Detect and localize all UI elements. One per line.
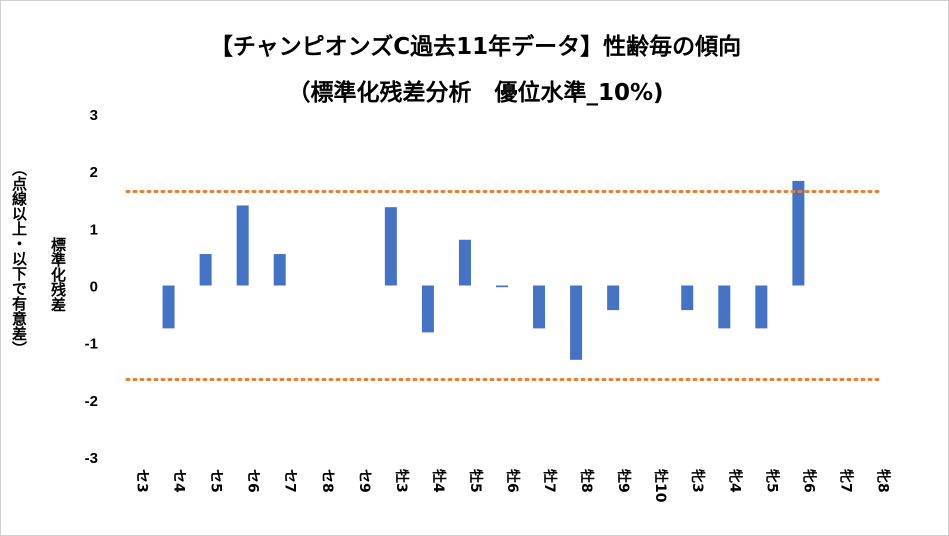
x-tick-label: セ6 <box>245 469 261 493</box>
x-tick-label: 牡3 <box>393 469 410 493</box>
x-tick-label: 牝6 <box>800 469 817 493</box>
x-tick-label: 牡10 <box>652 469 669 503</box>
x-tick-label: セ3 <box>134 469 150 493</box>
bar-セ4 <box>162 285 175 329</box>
y-tick-label: 2 <box>90 164 98 181</box>
x-tick-label: 牡9 <box>615 469 632 493</box>
x-tick-label: セ9 <box>356 469 372 493</box>
bar-牝5 <box>755 285 768 329</box>
x-tick-label: セ7 <box>282 469 298 493</box>
x-tick-label: 牝7 <box>837 469 854 493</box>
x-tick-label: 牡4 <box>430 469 447 493</box>
y-axis-label: 標準化残差 <box>49 237 67 312</box>
bar-牡6 <box>496 285 508 288</box>
bar-牝6 <box>792 180 805 286</box>
x-tick-label: 牝8 <box>874 469 891 493</box>
y-tick-label: 3 <box>90 107 98 124</box>
x-tick-label: 牡6 <box>504 469 521 493</box>
bar-セ7 <box>273 254 286 286</box>
x-tick-label: 牡7 <box>541 469 558 493</box>
x-tick-label: セ5 <box>208 469 224 493</box>
bar-牡9 <box>607 285 620 311</box>
bar-牡5 <box>458 239 471 286</box>
bar-牝4 <box>718 285 731 329</box>
bar-牡3 <box>384 207 397 286</box>
x-tick-label: 牡5 <box>467 469 484 493</box>
bar-牡4 <box>421 285 434 333</box>
bar-牡7 <box>533 285 546 329</box>
x-tick-label: セ8 <box>319 469 335 493</box>
y-tick-label: -3 <box>85 450 98 467</box>
y-tick-label: 1 <box>90 221 98 238</box>
bar-牝3 <box>681 285 694 311</box>
y-axis-note: （点線以上・以下で有意差） <box>10 161 28 356</box>
y-tick-label: -1 <box>85 336 98 353</box>
bar-セ6 <box>236 205 249 286</box>
y-tick-label: 0 <box>90 279 98 296</box>
bar-セ5 <box>199 254 212 286</box>
bar-牡8 <box>570 285 583 360</box>
chart-title: 【チャンピオンズC過去11年データ】性齢毎の傾向 <box>209 34 742 60</box>
x-tick-label: 牡8 <box>578 469 595 493</box>
x-tick-label: 牝4 <box>726 469 743 493</box>
chart-subtitle: （標準化残差分析 優位水準_10%) <box>287 80 664 106</box>
y-tick-label: -2 <box>85 393 98 410</box>
x-tick-label: 牝5 <box>763 469 780 493</box>
x-tick-label: 牝3 <box>689 469 706 493</box>
x-tick-label: セ4 <box>171 469 187 493</box>
